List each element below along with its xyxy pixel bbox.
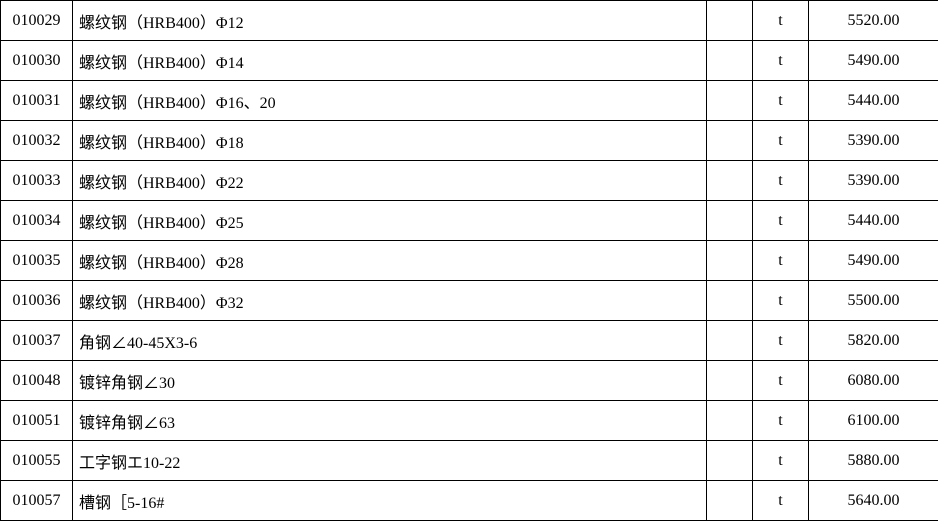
cell-price: 6080.00 [809, 361, 938, 401]
cell-code: 010051 [1, 401, 73, 441]
cell-spec [707, 441, 753, 481]
cell-unit: t [753, 441, 809, 481]
table-row: 010032螺纹钢（HRB400）Φ18 t5390.00 [1, 121, 938, 161]
cell-spec [707, 361, 753, 401]
table-row: 010057槽钢［5-16# t5640.00 [1, 481, 938, 521]
cell-price: 5390.00 [809, 161, 938, 201]
cell-spec [707, 401, 753, 441]
cell-spec [707, 1, 753, 41]
cell-price: 5520.00 [809, 1, 938, 41]
table-row: 010035螺纹钢（HRB400）Φ28 t5490.00 [1, 241, 938, 281]
cell-name: 螺纹钢（HRB400）Φ12 [73, 1, 707, 41]
table-row: 010037角钢∠40-45X3-6 t5820.00 [1, 321, 938, 361]
cell-name: 镀锌角钢∠63 [73, 401, 707, 441]
cell-spec [707, 121, 753, 161]
cell-price: 5880.00 [809, 441, 938, 481]
cell-unit: t [753, 161, 809, 201]
cell-name: 角钢∠40-45X3-6 [73, 321, 707, 361]
cell-name: 螺纹钢（HRB400）Φ32 [73, 281, 707, 321]
cell-unit: t [753, 241, 809, 281]
table-body: 010029螺纹钢（HRB400）Φ12t5520.00010030螺纹钢（HR… [1, 1, 938, 521]
cell-code: 010036 [1, 281, 73, 321]
cell-code: 010035 [1, 241, 73, 281]
table-row: 010030螺纹钢（HRB400）Φ14 t5490.00 [1, 41, 938, 81]
cell-name: 螺纹钢（HRB400）Φ14 [73, 41, 707, 81]
cell-spec [707, 481, 753, 521]
cell-name: 螺纹钢（HRB400）Φ22 [73, 161, 707, 201]
table-row: 010055工字钢エ10-22 t5880.00 [1, 441, 938, 481]
cell-spec [707, 201, 753, 241]
cell-code: 010034 [1, 201, 73, 241]
cell-unit: t [753, 361, 809, 401]
cell-name: 螺纹钢（HRB400）Φ28 [73, 241, 707, 281]
cell-price: 5490.00 [809, 241, 938, 281]
cell-price: 5640.00 [809, 481, 938, 521]
cell-price: 5390.00 [809, 121, 938, 161]
cell-price: 5820.00 [809, 321, 938, 361]
cell-unit: t [753, 41, 809, 81]
cell-price: 6100.00 [809, 401, 938, 441]
cell-code: 010031 [1, 81, 73, 121]
cell-spec [707, 41, 753, 81]
cell-price: 5490.00 [809, 41, 938, 81]
cell-unit: t [753, 121, 809, 161]
cell-unit: t [753, 201, 809, 241]
table-row: 010031螺纹钢（HRB400）Φ16、20 t5440.00 [1, 81, 938, 121]
cell-name: 槽钢［5-16# [73, 481, 707, 521]
cell-unit: t [753, 401, 809, 441]
cell-code: 010033 [1, 161, 73, 201]
cell-unit: t [753, 1, 809, 41]
cell-unit: t [753, 81, 809, 121]
cell-spec [707, 281, 753, 321]
cell-name: 螺纹钢（HRB400）Φ16、20 [73, 81, 707, 121]
cell-code: 010032 [1, 121, 73, 161]
cell-name: 镀锌角钢∠30 [73, 361, 707, 401]
cell-code: 010055 [1, 441, 73, 481]
cell-code: 010037 [1, 321, 73, 361]
cell-code: 010057 [1, 481, 73, 521]
table-row: 010048镀锌角钢∠30 t6080.00 [1, 361, 938, 401]
cell-price: 5440.00 [809, 81, 938, 121]
material-price-table: 010029螺纹钢（HRB400）Φ12t5520.00010030螺纹钢（HR… [0, 0, 938, 521]
cell-code: 010029 [1, 1, 73, 41]
table-row: 010029螺纹钢（HRB400）Φ12 t5520.00 [1, 1, 938, 41]
cell-name: 螺纹钢（HRB400）Φ25 [73, 201, 707, 241]
table-row: 010033螺纹钢（HRB400）Φ22 t5390.00 [1, 161, 938, 201]
cell-spec [707, 81, 753, 121]
cell-unit: t [753, 481, 809, 521]
cell-spec [707, 321, 753, 361]
cell-spec [707, 161, 753, 201]
cell-code: 010048 [1, 361, 73, 401]
table-row: 010034螺纹钢（HRB400）Φ25 t5440.00 [1, 201, 938, 241]
table-row: 010036螺纹钢（HRB400）Φ32 t5500.00 [1, 281, 938, 321]
cell-code: 010030 [1, 41, 73, 81]
cell-name: 工字钢エ10-22 [73, 441, 707, 481]
table-row: 010051镀锌角钢∠63 t6100.00 [1, 401, 938, 441]
cell-unit: t [753, 281, 809, 321]
cell-price: 5440.00 [809, 201, 938, 241]
cell-unit: t [753, 321, 809, 361]
cell-spec [707, 241, 753, 281]
cell-price: 5500.00 [809, 281, 938, 321]
cell-name: 螺纹钢（HRB400）Φ18 [73, 121, 707, 161]
